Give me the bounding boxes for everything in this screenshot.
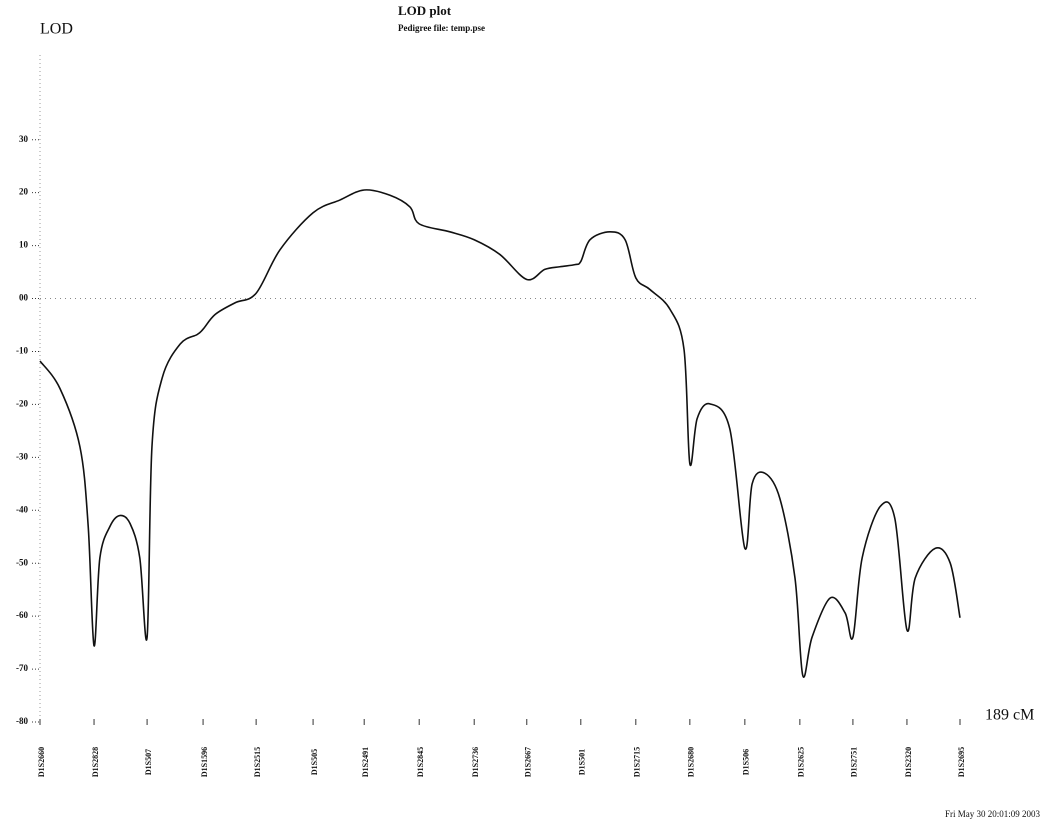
y-tick-label: -40: [16, 504, 28, 514]
y-tick-label: 00: [19, 293, 29, 303]
y-tick-label: 30: [19, 134, 29, 144]
marker-label: D1S2845: [416, 747, 425, 777]
marker-label: D1S505: [310, 749, 319, 775]
chart-subtitle: Pedigree file: temp.pse: [398, 23, 485, 33]
marker-label: D1S2751: [850, 747, 859, 777]
marker-label: D1S2695: [957, 747, 966, 777]
marker-label: D1S2828: [91, 747, 100, 777]
y-tick-label: -20: [16, 398, 28, 408]
y-tick-label: -80: [16, 716, 28, 726]
marker-label: D1S1596: [200, 747, 209, 777]
y-tick-label: -60: [16, 610, 28, 620]
y-tick-label: -50: [16, 557, 28, 567]
marker-label: D1S2320: [904, 747, 913, 777]
marker-label: D1S507: [144, 749, 153, 775]
chart-title: LOD plot: [398, 3, 452, 18]
marker-label: D1S2660: [37, 747, 46, 777]
y-tick-label: -10: [16, 346, 28, 356]
marker-label: D1S2680: [687, 747, 696, 777]
marker-label: D1S2736: [471, 747, 480, 777]
marker-label: D1S2515: [253, 747, 262, 777]
x-end-label: 189 cM: [985, 707, 1034, 724]
y-tick-label: 20: [19, 187, 29, 197]
marker-label: D1S506: [742, 749, 751, 775]
y-tick-label: -70: [16, 663, 28, 673]
marker-label: D1S2625: [797, 747, 806, 777]
timestamp: Fri May 30 20:01:09 2003: [945, 809, 1041, 819]
y-axis-label: LOD: [40, 21, 73, 38]
marker-label: D1S501: [578, 749, 587, 775]
marker-label: D1S2491: [361, 747, 370, 777]
marker-label: D1S2667: [524, 747, 533, 777]
y-tick-label: 10: [19, 240, 29, 250]
marker-label: D1S2715: [633, 747, 642, 777]
lod-curve: [39, 189, 961, 678]
y-tick-label: -30: [16, 451, 28, 461]
